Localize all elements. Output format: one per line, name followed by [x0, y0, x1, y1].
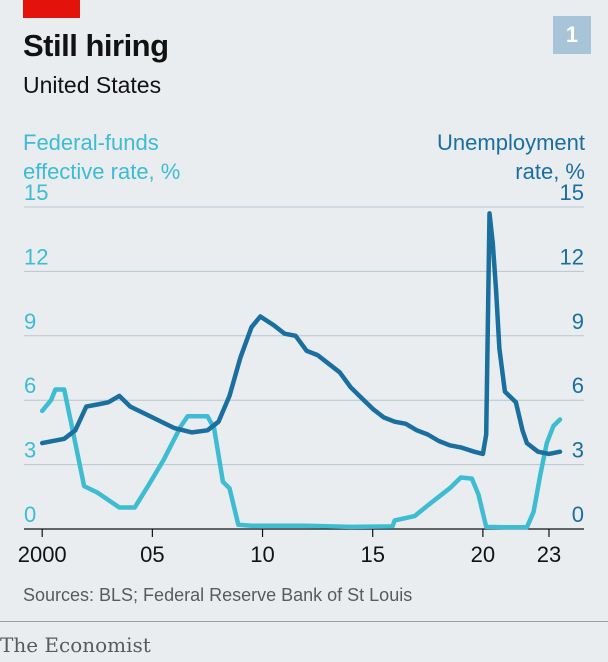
- right-axis-label-line: rate, %: [515, 159, 585, 184]
- chart-number-badge: 1: [553, 16, 591, 54]
- right-tick-label: 9: [572, 309, 584, 334]
- left-tick-label: 15: [24, 180, 48, 205]
- left-tick-label: 9: [24, 309, 36, 334]
- right-tick-label: 3: [572, 438, 584, 463]
- x-tick-label: 20: [471, 542, 495, 567]
- right-axis-label: Unemployment rate, %: [437, 128, 585, 186]
- right-tick-label: 12: [560, 244, 584, 269]
- fed-funds-rate-line: [39, 387, 563, 530]
- x-tick-label: 2000: [18, 542, 67, 567]
- brand-wordmark: The Economist: [0, 633, 151, 657]
- left-axis-label-line: Federal-funds: [23, 130, 159, 155]
- left-axis-label: Federal-funds effective rate, %: [23, 128, 180, 186]
- chart-title: Still hiring: [23, 28, 169, 63]
- unemployment-rate-line: [39, 211, 563, 457]
- right-tick-label: 0: [572, 502, 584, 527]
- left-tick-label: 3: [24, 438, 36, 463]
- x-tick-label: 15: [360, 542, 384, 567]
- brand-red-tag: [23, 0, 80, 18]
- right-tick-label: 15: [560, 180, 584, 205]
- x-tick-label: 23: [537, 542, 561, 567]
- source-note: Sources: BLS; Federal Reserve Bank of St…: [23, 585, 413, 605]
- chart-subtitle: United States: [23, 72, 162, 98]
- left-tick-label: 12: [24, 244, 48, 269]
- left-axis-label-line: effective rate, %: [23, 159, 181, 184]
- right-axis-label-line: Unemployment: [437, 130, 585, 155]
- left-tick-label: 0: [24, 502, 36, 527]
- x-tick-label: 10: [250, 542, 274, 567]
- x-tick-label: 05: [140, 542, 164, 567]
- left-tick-label: 6: [24, 373, 36, 398]
- right-tick-label: 6: [572, 373, 584, 398]
- footer-divider: [0, 621, 608, 622]
